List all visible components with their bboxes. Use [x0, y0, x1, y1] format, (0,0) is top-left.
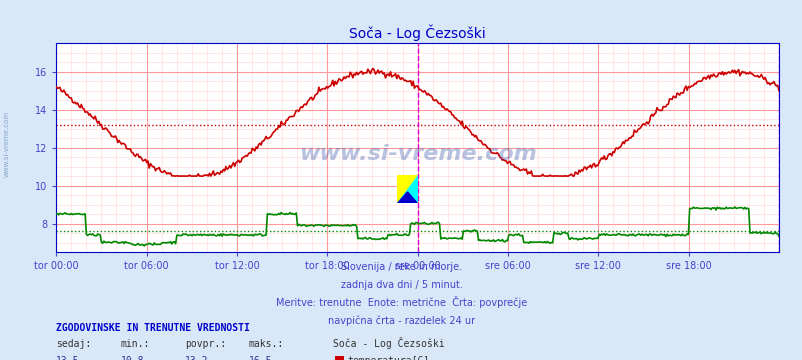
Bar	[334, 356, 344, 360]
Text: Meritve: trenutne  Enote: metrične  Črta: povprečje: Meritve: trenutne Enote: metrične Črta: …	[276, 296, 526, 308]
Text: Slovenija / reke in morje.: Slovenija / reke in morje.	[341, 262, 461, 272]
Text: min.:: min.:	[120, 339, 150, 350]
Text: navpična črta - razdelek 24 ur: navpična črta - razdelek 24 ur	[327, 315, 475, 326]
Text: povpr.:: povpr.:	[184, 339, 225, 350]
Text: sedaj:: sedaj:	[56, 339, 91, 350]
Text: temperatura[C]: temperatura[C]	[347, 356, 429, 360]
Text: 13,5: 13,5	[56, 356, 79, 360]
Polygon shape	[397, 192, 417, 203]
Polygon shape	[397, 175, 417, 203]
Title: Soča - Log Čezsoški: Soča - Log Čezsoški	[349, 24, 485, 41]
Text: zadnja dva dni / 5 minut.: zadnja dva dni / 5 minut.	[340, 280, 462, 290]
Text: 10,8: 10,8	[120, 356, 144, 360]
Text: www.si-vreme.com: www.si-vreme.com	[298, 144, 536, 164]
Text: 13,2: 13,2	[184, 356, 208, 360]
Text: Soča - Log Čezsoški: Soča - Log Čezsoški	[333, 337, 444, 350]
Polygon shape	[397, 175, 417, 203]
Text: www.si-vreme.com: www.si-vreme.com	[4, 111, 10, 177]
Text: maks.:: maks.:	[249, 339, 284, 350]
Text: 16,5: 16,5	[249, 356, 272, 360]
Text: ZGODOVINSKE IN TRENUTNE VREDNOSTI: ZGODOVINSKE IN TRENUTNE VREDNOSTI	[56, 323, 249, 333]
